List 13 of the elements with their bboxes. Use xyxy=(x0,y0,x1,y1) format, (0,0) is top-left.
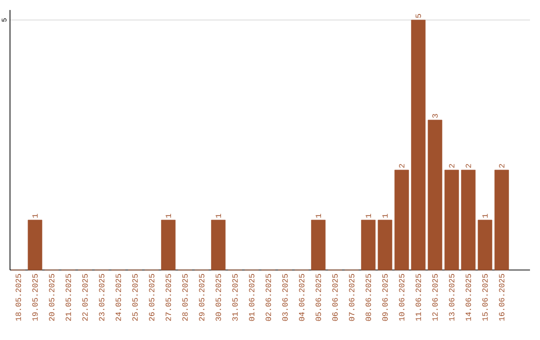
bar xyxy=(361,220,376,270)
bar xyxy=(428,120,442,270)
bar xyxy=(28,220,42,270)
bar xyxy=(311,220,326,270)
bar xyxy=(411,20,426,270)
bar xyxy=(478,220,492,270)
bar xyxy=(161,220,176,270)
bar xyxy=(444,170,459,270)
bar xyxy=(211,220,226,270)
bar xyxy=(394,170,409,270)
bar xyxy=(461,170,476,270)
bar xyxy=(494,170,509,270)
bar xyxy=(378,220,392,270)
